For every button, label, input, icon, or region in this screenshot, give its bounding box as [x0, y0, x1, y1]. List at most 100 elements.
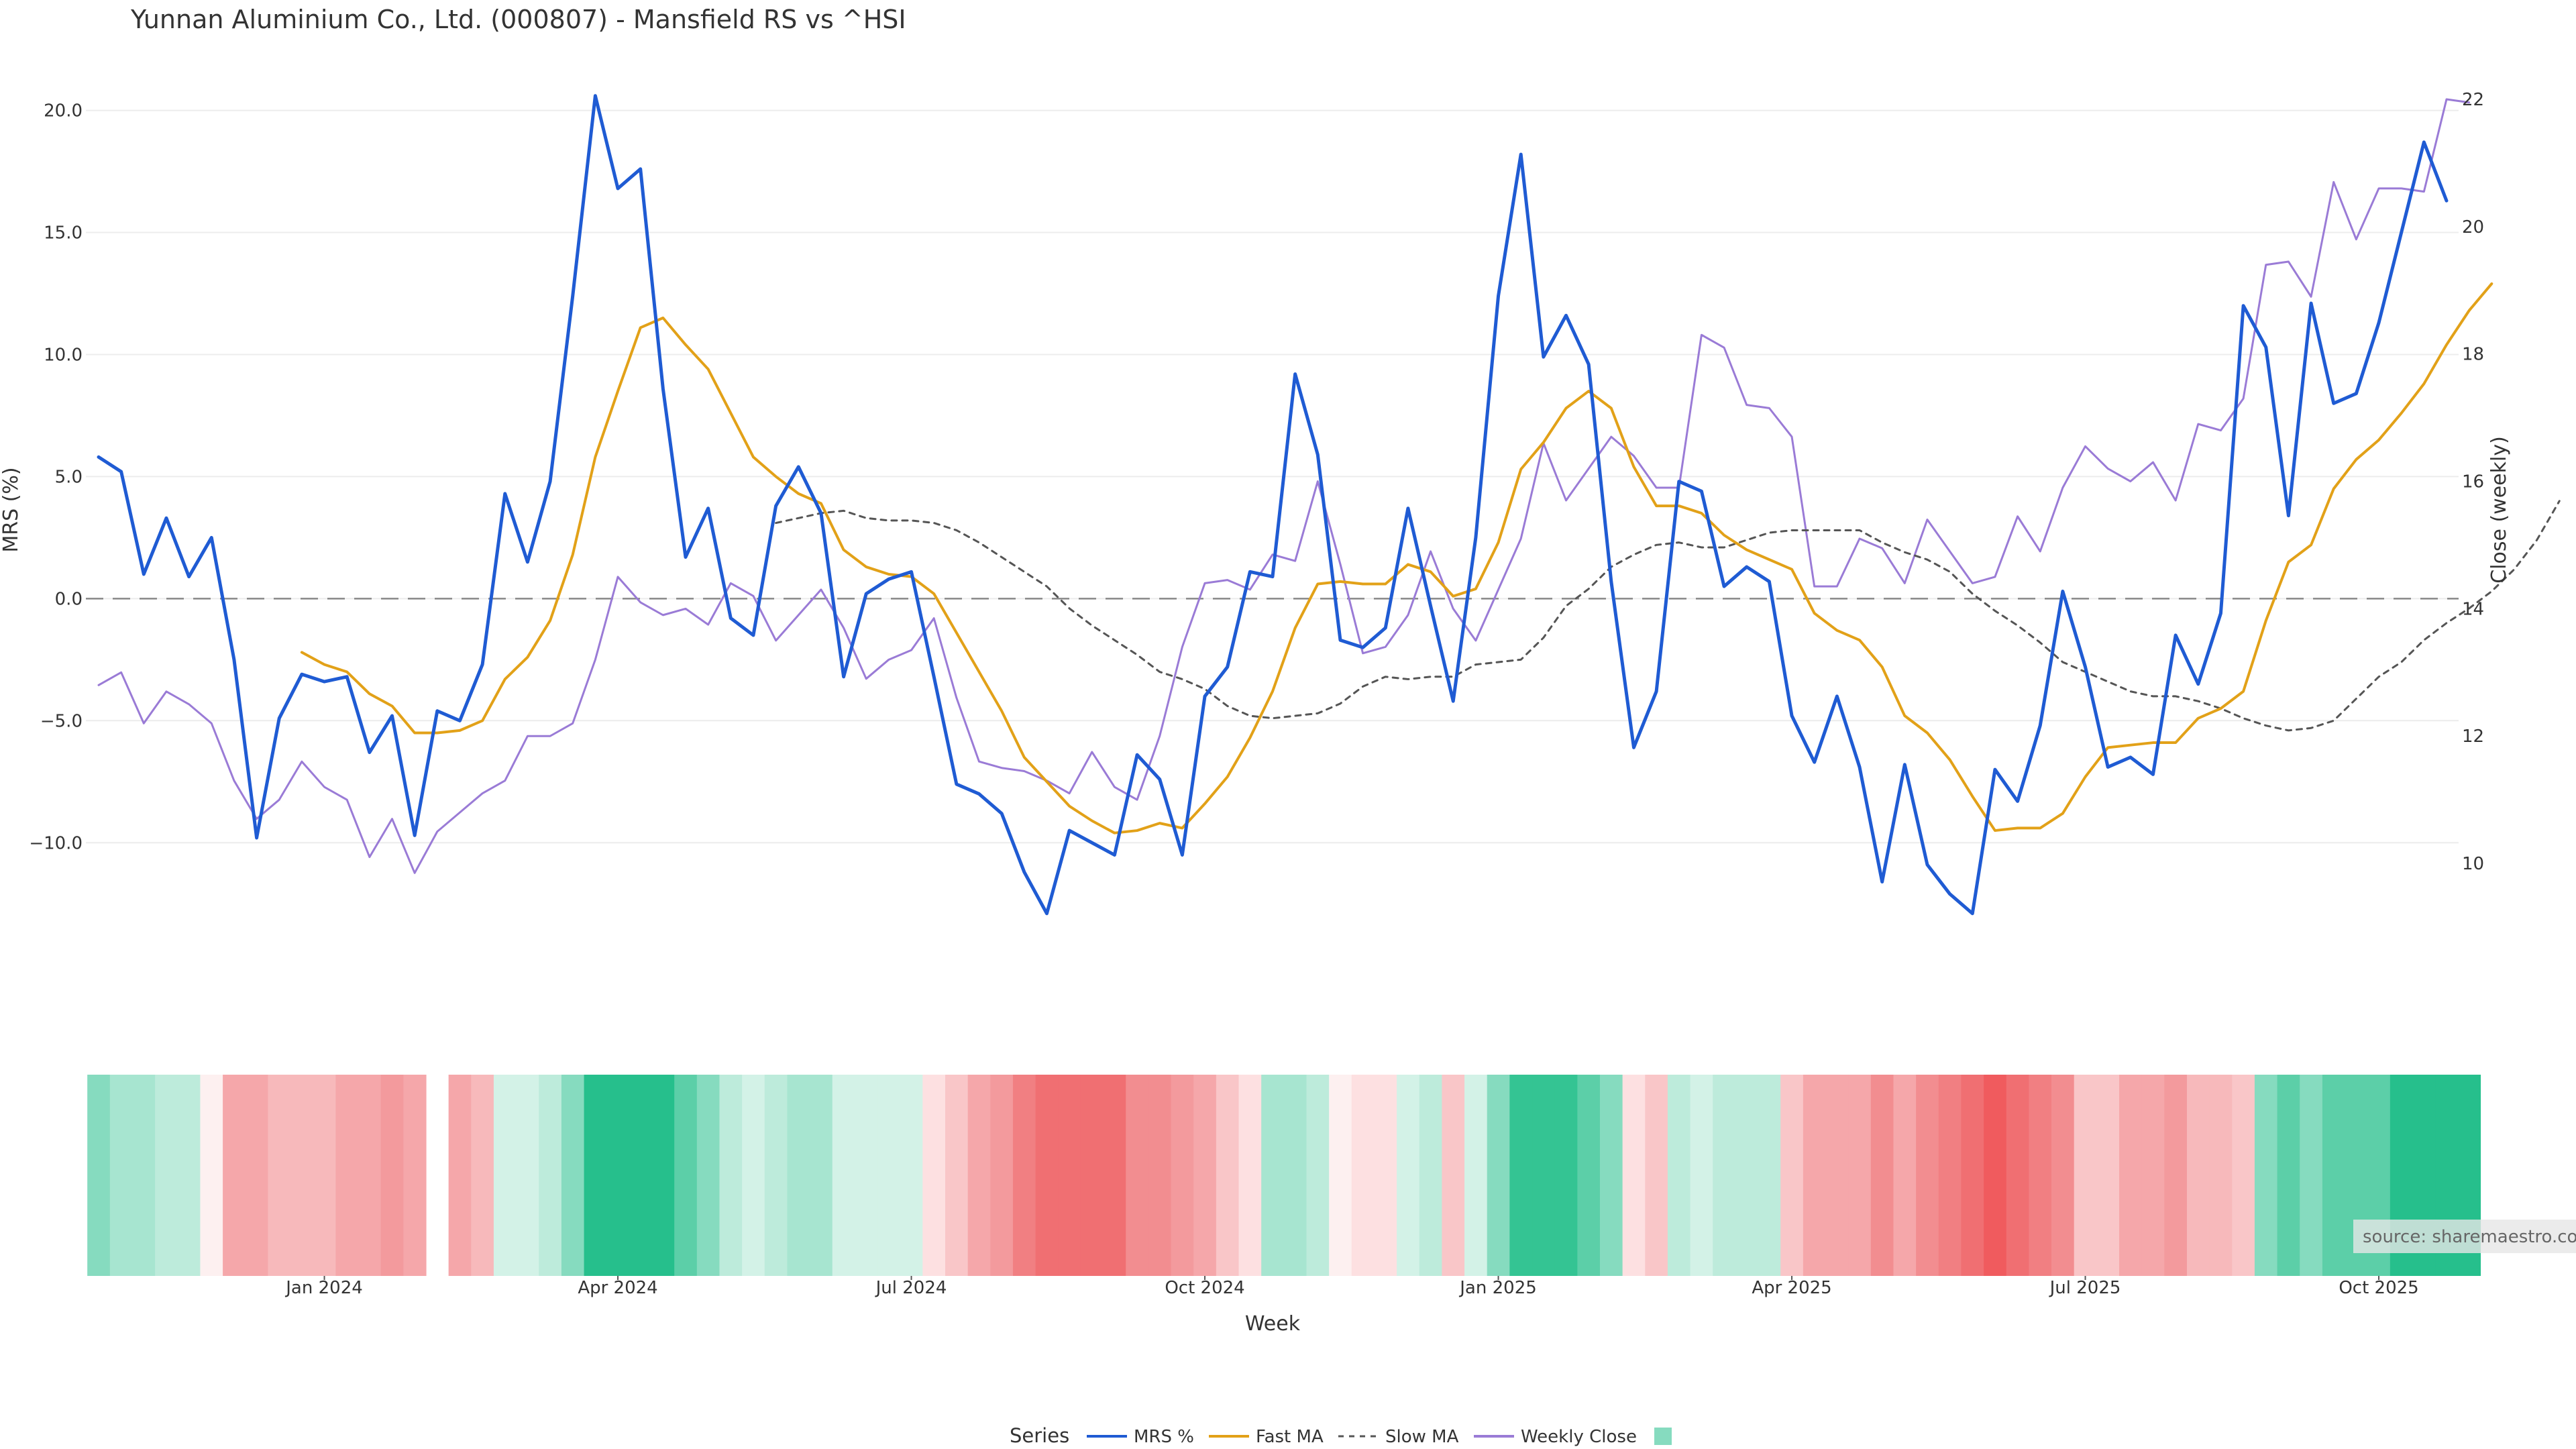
heatmap-cell — [2141, 1075, 2165, 1276]
series-line-slow-ma — [775, 500, 2561, 732]
heatmap-cell — [1622, 1075, 1646, 1276]
heatmap-cell — [2051, 1075, 2075, 1276]
heatmap-cell — [629, 1075, 653, 1276]
legend-label: MRS % — [1134, 1427, 1194, 1447]
heatmap-cell — [2096, 1075, 2120, 1276]
legend-label: Slow MA — [1385, 1427, 1459, 1447]
heatmap-cell — [1306, 1075, 1330, 1276]
y2-tick-label: 18 — [2462, 345, 2484, 365]
heatmap-cell — [2006, 1075, 2029, 1276]
heatmap-cell — [539, 1075, 562, 1276]
heatmap-cell — [2300, 1075, 2323, 1276]
legend-label: Weekly Close — [1521, 1427, 1637, 1447]
heatmap-cell — [561, 1075, 585, 1276]
y-tick-label: −5.0 — [40, 711, 83, 731]
heatmap-cell — [1599, 1075, 1623, 1276]
heatmap-cell — [1667, 1075, 1691, 1276]
x-tick-label: Apr 2024 — [578, 1278, 657, 1298]
y-tick-label: 0.0 — [55, 589, 83, 609]
heatmap-cell — [1735, 1075, 1759, 1276]
heatmap-cell — [109, 1075, 133, 1276]
source-background — [2353, 1220, 2576, 1253]
heatmap-cell — [2029, 1075, 2052, 1276]
heatmap-cell — [584, 1075, 607, 1276]
heatmap-strip — [87, 1075, 2481, 1276]
heatmap-cell — [606, 1075, 630, 1276]
heatmap-cell — [493, 1075, 517, 1276]
heatmap-cell — [1148, 1075, 1172, 1276]
heatmap-cell — [1848, 1075, 1872, 1276]
legend-label: Fast MA — [1256, 1427, 1324, 1447]
heatmap-cell — [1803, 1075, 1827, 1276]
heatmap-cell — [1916, 1075, 1939, 1276]
x-tick-label: Jan 2024 — [284, 1278, 363, 1298]
source-text: source: sharemaestro.com — [2363, 1227, 2576, 1247]
heatmap-cell — [2277, 1075, 2300, 1276]
y2-tick-label: 12 — [2462, 727, 2484, 747]
heatmap-cell — [1893, 1075, 1917, 1276]
heatmap-cell — [2209, 1075, 2233, 1276]
y2-tick-label: 10 — [2462, 854, 2484, 874]
heatmap-cell — [1012, 1075, 1036, 1276]
heatmap-cell — [1058, 1075, 1081, 1276]
y2-tick-label: 22 — [2462, 90, 2484, 110]
heatmap-cell — [967, 1075, 991, 1276]
heatmap-cell — [810, 1075, 833, 1276]
heatmap-cell — [1938, 1075, 1962, 1276]
heatmap-cell — [516, 1075, 539, 1276]
heatmap-cell — [471, 1075, 494, 1276]
chart-title: Yunnan Aluminium Co., Ltd. (000807) - Ma… — [130, 5, 906, 34]
heatmap-cell — [696, 1075, 720, 1276]
heatmap-cell — [2254, 1075, 2278, 1276]
heatmap-cell — [358, 1075, 382, 1276]
heatmap-cell — [1487, 1075, 1510, 1276]
heatmap-cell — [855, 1075, 878, 1276]
y2-axis-title: Close (weekly) — [2487, 436, 2511, 584]
heatmap-cell — [335, 1075, 359, 1276]
heatmap-cell — [651, 1075, 675, 1276]
heatmap-cell — [200, 1075, 223, 1276]
heatmap-cell — [1554, 1075, 1578, 1276]
heatmap-cell — [87, 1075, 111, 1276]
heatmap-cell — [1171, 1075, 1194, 1276]
heatmap-cell — [1442, 1075, 1465, 1276]
heatmap-cell — [1464, 1075, 1488, 1276]
heatmap-cell — [2164, 1075, 2188, 1276]
heatmap-cell — [2074, 1075, 2097, 1276]
x-tick-label: Jul 2025 — [2049, 1278, 2121, 1298]
heatmap-cell — [290, 1075, 314, 1276]
heatmap-cell — [1126, 1075, 1149, 1276]
x-tick-label: Jul 2024 — [875, 1278, 947, 1298]
heatmap-cell — [1080, 1075, 1104, 1276]
heatmap-cell — [1961, 1075, 1984, 1276]
heatmap-cell — [223, 1075, 246, 1276]
y-axis-right: 10 12 14 16 18 20 22 — [2462, 90, 2484, 874]
heatmap-cell — [900, 1075, 923, 1276]
heatmap-cell — [945, 1075, 969, 1276]
x-axis-title: Week — [1245, 1312, 1301, 1336]
heatmap-cell — [1870, 1075, 1894, 1276]
heatmap-cell — [764, 1075, 788, 1276]
x-tick-label: Apr 2025 — [1752, 1278, 1831, 1298]
x-tick-label: Jan 2025 — [1458, 1278, 1537, 1298]
heatmap-cell — [2232, 1075, 2255, 1276]
heatmap-cell — [132, 1075, 156, 1276]
heatmap-cell — [313, 1075, 336, 1276]
series-line-mrs — [97, 94, 2449, 916]
y-tick-label: −10.0 — [29, 833, 83, 853]
y-tick-label: 15.0 — [44, 223, 83, 244]
heatmap-cell — [1645, 1075, 1668, 1276]
heatmap-cell — [1193, 1075, 1217, 1276]
heatmap-cell — [268, 1075, 291, 1276]
legend: Series MRS % Fast MA Slow MA Weekly Close — [1010, 1424, 1672, 1447]
heatmap-cell — [1780, 1075, 1804, 1276]
heatmap-cell — [2322, 1075, 2346, 1276]
heatmap-cell — [380, 1075, 404, 1276]
heatmap-cell — [877, 1075, 901, 1276]
heatmap-cell — [674, 1075, 698, 1276]
heatmap-cell — [1509, 1075, 1533, 1276]
heatmap-cell — [1216, 1075, 1240, 1276]
heatmap-cell — [2119, 1075, 2143, 1276]
heatmap-cell — [1690, 1075, 1713, 1276]
heatmap-cell — [742, 1075, 765, 1276]
